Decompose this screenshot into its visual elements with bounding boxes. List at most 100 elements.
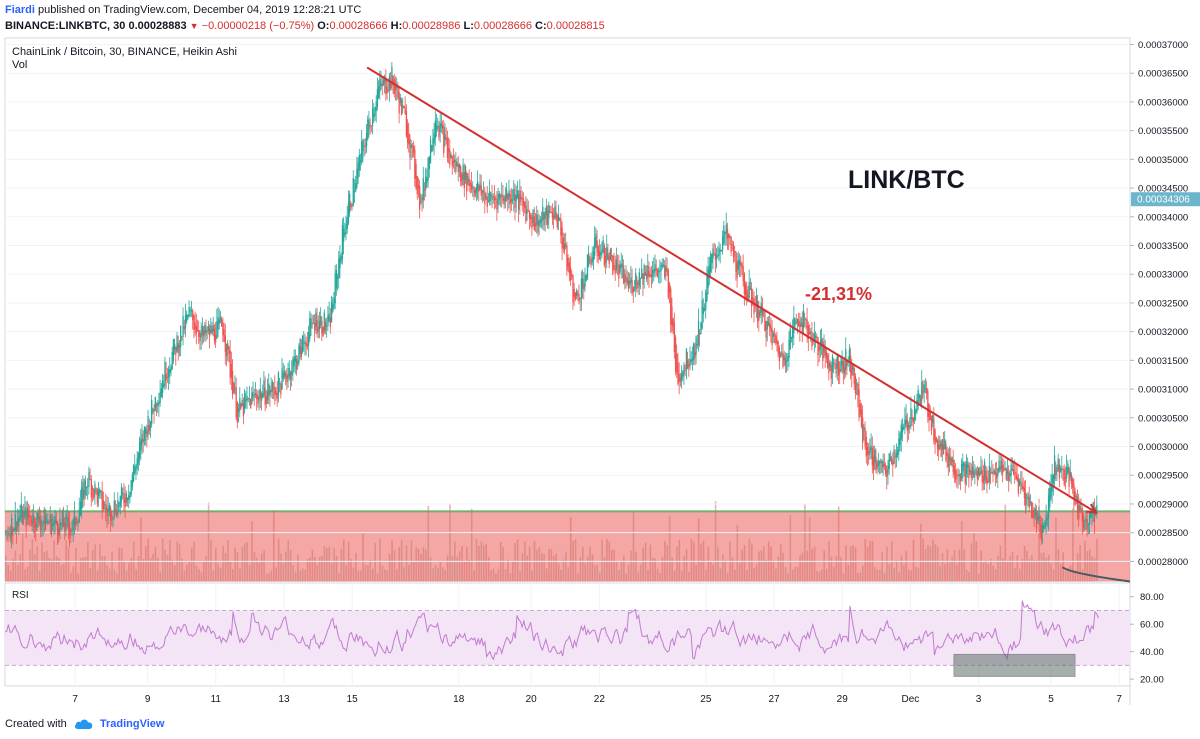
candle-body	[783, 355, 785, 361]
volume-bar	[895, 559, 898, 582]
volume-bar	[881, 552, 883, 582]
volume-bar	[731, 557, 734, 582]
volume-bar	[816, 570, 818, 582]
volume-bar	[948, 562, 951, 582]
candle-body	[951, 456, 953, 462]
candle-body	[410, 144, 412, 149]
candle-body	[361, 141, 363, 162]
candle-body	[357, 162, 359, 178]
candle-body	[953, 465, 956, 475]
candle-body	[1004, 467, 1006, 470]
candle-body	[175, 346, 177, 355]
candle-body	[166, 376, 169, 379]
candle-body	[46, 520, 48, 524]
candle-body	[1006, 470, 1009, 475]
tradingview-link[interactable]: TradingView	[99, 718, 165, 730]
candle-body	[977, 467, 980, 476]
trendline[interactable]	[366, 66, 1131, 583]
candle-body	[457, 164, 459, 173]
volume-bar	[760, 550, 763, 582]
candle-body	[837, 362, 840, 376]
candle-body	[651, 270, 654, 277]
candle-body	[146, 431, 148, 438]
candle-body	[122, 492, 124, 495]
volume-bar	[183, 570, 186, 582]
candle-body	[1091, 512, 1093, 516]
candle-body	[919, 396, 922, 405]
candle-body	[1027, 494, 1029, 499]
candle-body	[526, 209, 528, 214]
candle-body	[1041, 524, 1044, 533]
volume-bar	[511, 561, 514, 582]
candle-body	[1003, 468, 1005, 471]
volume-bar	[927, 544, 929, 582]
rsi-tick-label: 40.00	[1140, 647, 1164, 658]
volume-bar	[396, 568, 398, 582]
volume-bar	[473, 570, 475, 582]
candle-body	[460, 166, 462, 182]
candle-body	[263, 380, 265, 396]
volume-bar	[111, 551, 113, 582]
author-link[interactable]: Fiardi	[5, 4, 35, 16]
time-tick-label: 11	[211, 694, 222, 705]
volume-bar	[649, 544, 652, 582]
volume-bar	[581, 547, 584, 582]
candle-body	[103, 504, 106, 506]
candle-body	[215, 334, 217, 343]
volume-bar	[33, 554, 36, 582]
candle-body	[68, 522, 71, 536]
time-tick-label: 25	[700, 694, 712, 705]
candle-body	[490, 194, 492, 197]
candle-body	[963, 462, 965, 467]
candle-body	[353, 191, 356, 193]
volume-bar	[528, 546, 531, 582]
price-axis[interactable]: 0.00037000 0.00036500 0.00036000 0.00035500…	[1130, 40, 1188, 686]
candle-body	[1086, 519, 1088, 530]
volume-bar	[427, 505, 430, 582]
candle-body	[323, 312, 325, 332]
candle-body	[73, 511, 76, 526]
candle-body	[399, 97, 402, 103]
candle-body	[606, 247, 608, 260]
candle-body	[854, 375, 857, 394]
volume-bar	[244, 543, 246, 582]
candle-body	[85, 486, 88, 488]
candle-body	[370, 125, 373, 127]
volume-bar	[345, 565, 347, 582]
volume-bar	[270, 570, 273, 582]
volume-bar	[108, 568, 111, 582]
candle-body	[492, 196, 494, 198]
candle-body	[590, 259, 592, 265]
candle-body	[975, 468, 977, 474]
candle-body	[959, 475, 962, 482]
volume-bar	[553, 555, 555, 582]
candle-body	[682, 371, 684, 377]
volume-bar	[796, 566, 799, 582]
candle-body	[1043, 525, 1045, 529]
candle-body	[1063, 469, 1065, 485]
candle-body	[723, 225, 725, 244]
candle-body	[402, 105, 404, 108]
tradingview-cloud-icon	[74, 719, 93, 730]
volume-bar	[123, 560, 125, 582]
candle-body	[65, 513, 67, 527]
candle-body	[742, 266, 744, 282]
volume-bar	[157, 557, 159, 582]
volume-bar	[340, 548, 343, 582]
volume-bar	[130, 558, 133, 582]
time-axis[interactable]: 7 9 11 13 15 18 20 22 25 27 29 Dec 3 5 7	[72, 694, 1122, 705]
candle-body	[754, 306, 756, 308]
candle-body	[748, 281, 750, 298]
candle-body	[565, 244, 567, 248]
volume-bar	[654, 558, 657, 582]
volume-bar	[1069, 565, 1072, 582]
volume-bar	[519, 571, 521, 582]
candle-body	[257, 396, 259, 404]
volume-bar	[893, 568, 896, 582]
volume-bar	[772, 560, 775, 582]
symbol-label: BINANCE:LINKBTC, 30	[5, 20, 126, 32]
candle-body	[1057, 458, 1059, 472]
main-pane[interactable]	[4, 37, 1131, 582]
candle-body	[192, 310, 194, 320]
